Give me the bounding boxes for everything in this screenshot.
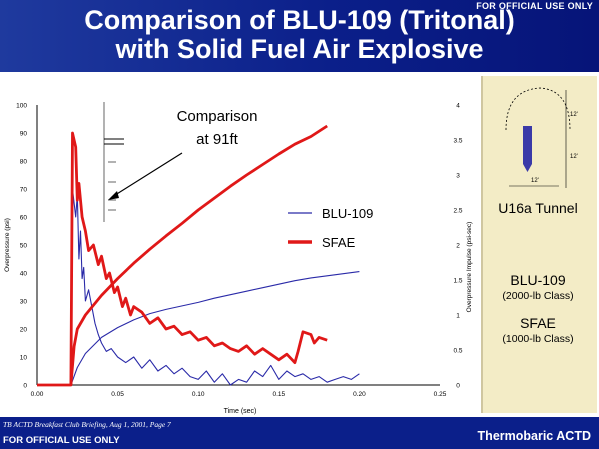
y-right-tick-label: 2.5 [453,208,462,215]
dimension-label: 12' [570,112,578,118]
sfae-class: (1000-lb Class) [502,333,574,345]
tunnel-arch [505,87,571,131]
x-tick-label: 0.20 [353,391,366,398]
title-line-1: Comparison of BLU-109 (Tritonal) [84,5,515,35]
header-bar [0,0,599,72]
title-line-2: with Solid Fuel Air Explosive [115,34,484,64]
tunnel-diagram: 12' 12' 12' [505,87,578,188]
y-right-tick-label: 1 [456,313,460,320]
x-tick-label: 0.10 [192,391,205,398]
y-left-tick-label: 90 [20,131,28,138]
sfae-name: SFAE [520,315,556,331]
y-right-tick-label: 3.5 [453,138,462,145]
y-left-tick-label: 60 [20,215,28,222]
legend-label-blu109: BLU-109 [322,206,373,221]
series-sfae-pressure [37,131,328,387]
annotation-line-1: Comparison [177,108,258,125]
y-right-tick-label: 0 [456,383,460,390]
annotation-arrowhead [108,191,119,200]
blu109-class: (2000-lb Class) [502,290,574,302]
legend-label-sfae: SFAE [322,235,356,250]
program-brand: Thermobaric ACTD [477,429,591,443]
y-left-tick-label: 40 [20,271,28,278]
series-blu109-impulse [70,271,360,386]
classification-bottom: FOR OFFICIAL USE ONLY [3,435,120,446]
x-tick-label: 0.00 [31,391,44,398]
y-left-tick-label: 50 [20,243,28,250]
y-right-tick-label: 2 [456,243,460,250]
y-left-tick-label: 100 [16,103,27,110]
y-left-tick-label: 30 [20,299,28,306]
info-side-panel [481,76,597,413]
y-left-tick-label: 0 [23,383,27,390]
annotation-arrow [111,152,183,198]
blu109-name: BLU-109 [510,272,566,288]
y-right-tick-labels: 0 0.5 1 1.5 2 2.5 3 3.5 4 [453,103,462,390]
y-left-tick-label: 80 [20,159,28,166]
y-right-tick-label: 3 [456,173,460,180]
x-tick-label: 0.15 [272,391,285,398]
y-left-tick-label: 20 [20,327,28,334]
dimension-label: 12' [531,178,539,184]
bomb-tip-icon [523,164,532,172]
y-right-tick-label: 0.5 [453,348,462,355]
y-axis-left-label: Overpressure (psi) [4,218,11,272]
gauge-inset [103,102,124,222]
y-right-tick-label: 1.5 [453,278,462,285]
series-blu109-pressure [37,188,360,386]
slide-title: Comparison of BLU-109 (Tritonal) with So… [0,6,599,64]
series-sfae-impulse [69,124,328,386]
bomb-icon [523,126,532,164]
y-left-tick-labels: 0 10 20 30 40 50 60 70 80 90 100 [16,103,27,390]
chart-legend: BLU-109 SFAE [288,206,373,250]
x-tick-labels: 0.00 0.05 0.10 0.15 0.20 0.25 [31,391,447,398]
pressure-impulse-chart: 0.00 0.05 0.10 0.15 0.20 0.25 010203040506070… [4,102,473,415]
tunnel-label: U16a Tunnel [498,200,578,216]
x-axis-label: Time (sec) [224,408,257,415]
series-layer [37,124,360,387]
y-left-tick-label: 10 [20,355,28,362]
x-tick-label: 0.25 [434,391,447,398]
y-axis-right-label: Overpressure Impulse (psi-sec) [466,222,473,313]
classification-top: FOR OFFICIAL USE ONLY [476,1,593,11]
y-left-tick-label: 70 [20,187,28,194]
x-tick-label: 0.05 [111,391,124,398]
annotation-line-2: at 91ft [196,131,239,148]
footer-bar [0,417,599,449]
chart-axes [36,105,440,386]
briefing-note: TB ACTD Breakfast Club Briefing, Aug 1, … [3,420,171,429]
y-right-tick-label: 4 [456,103,460,110]
dimension-label: 12' [570,154,578,160]
